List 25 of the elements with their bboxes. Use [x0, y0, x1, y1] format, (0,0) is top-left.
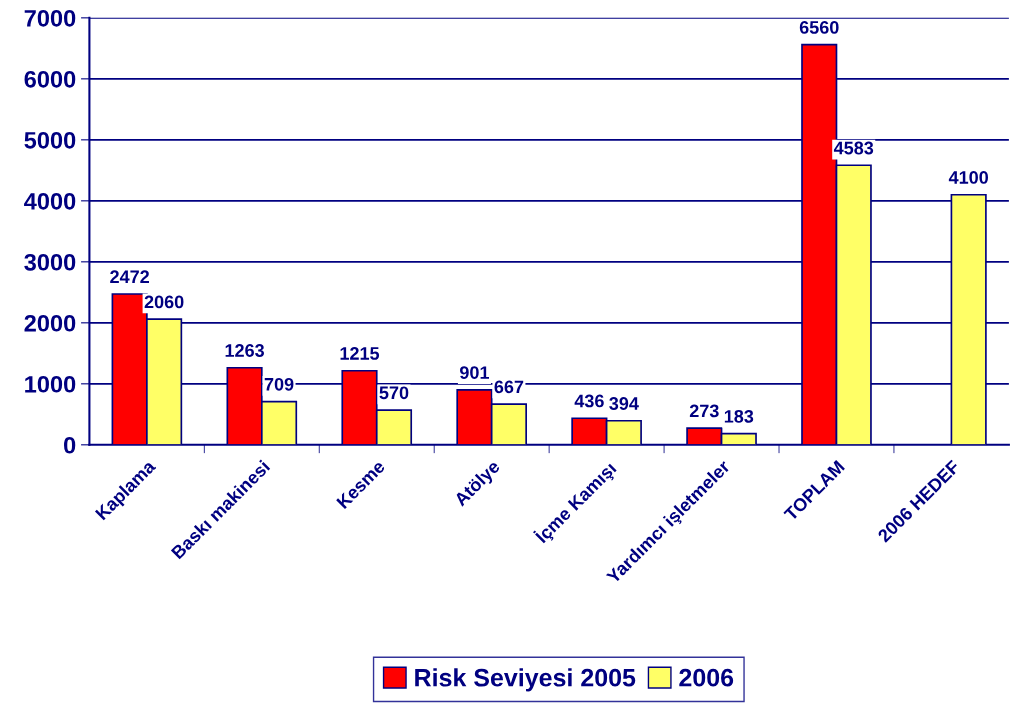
- data-label: 394: [609, 397, 639, 410]
- data-label: 2060: [144, 295, 184, 309]
- y-tick-label: 5000: [24, 131, 76, 149]
- y-tick-label: 0: [64, 436, 76, 454]
- data-label: 273: [689, 404, 719, 418]
- data-label: 2472: [110, 270, 149, 283]
- data-label: 4100: [948, 171, 989, 184]
- data-label: 4583: [833, 141, 874, 155]
- y-tick-label: 3000: [24, 253, 76, 271]
- y-tick-label: 2000: [24, 314, 76, 332]
- data-label: 1215: [340, 347, 380, 360]
- y-tick-label: 1000: [25, 375, 76, 393]
- data-label: 667: [494, 380, 524, 394]
- data-label: 6560: [799, 21, 839, 34]
- y-tick-label: 7000: [24, 9, 76, 27]
- data-label: 183: [724, 409, 754, 423]
- y-tick-label: 4000: [24, 192, 76, 210]
- legend-label: 2006: [679, 668, 734, 687]
- data-label: 901: [460, 366, 489, 379]
- data-label: 570: [379, 386, 409, 400]
- legend-label: Risk Seviyesi 2005: [415, 668, 636, 692]
- data-label: 709: [264, 377, 294, 391]
- y-tick-label: 6000: [24, 70, 76, 88]
- data-label: 1263: [225, 344, 264, 357]
- data-label: 436: [574, 394, 604, 408]
